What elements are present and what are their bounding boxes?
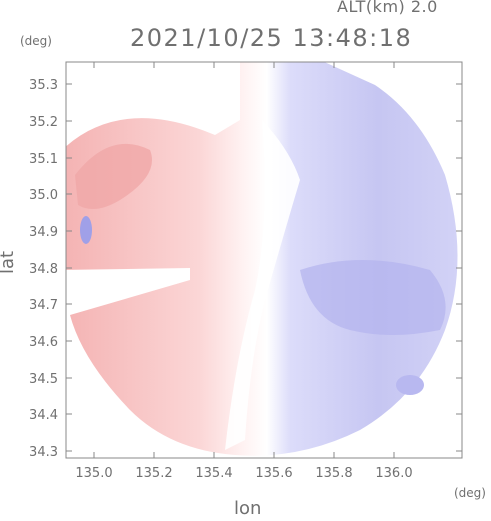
xtick-label: 135.8 <box>315 466 352 481</box>
ytick-label: 34.9 <box>29 225 58 240</box>
ytick-label: 35.2 <box>29 115 58 130</box>
ytick-label: 34.7 <box>29 298 58 313</box>
ytick-label: 34.5 <box>29 372 58 387</box>
xtick-label: 136.0 <box>375 466 412 481</box>
ytick-label: 35.0 <box>29 188 58 203</box>
x-axis-label: lon <box>234 498 262 519</box>
y-ticks: 35.3 35.2 35.1 35.0 34.9 34.8 34.7 34.6 … <box>29 78 462 460</box>
zero-velocity-band <box>225 120 300 450</box>
xtick-label: 135.4 <box>195 466 232 481</box>
blue-echo-spot <box>396 375 424 395</box>
ytick-label: 34.8 <box>29 262 58 277</box>
xtick-label: 135.6 <box>255 466 292 481</box>
ytick-label: 34.3 <box>29 445 58 460</box>
x-ticks: 135.0 135.2 135.4 135.6 135.8 136.0 <box>75 62 413 481</box>
ytick-label: 35.1 <box>29 152 58 167</box>
ytick-label: 34.4 <box>29 408 58 423</box>
radar-echo-area <box>66 62 458 456</box>
strong-away-patch <box>75 143 152 209</box>
y-unit-label: (deg) <box>20 34 52 48</box>
ytick-label: 35.3 <box>29 78 58 93</box>
xtick-label: 135.0 <box>75 466 112 481</box>
clutter-spot <box>80 216 92 244</box>
plot-frame <box>65 61 463 459</box>
strong-toward-patch <box>300 260 446 335</box>
radar-echo-layer <box>66 62 458 456</box>
xtick-label: 135.2 <box>135 466 172 481</box>
timestamp-title: 2021/10/25 13:48:18 <box>130 24 413 52</box>
altitude-label: ALT(km) 2.0 <box>337 0 438 16</box>
x-unit-label: (deg) <box>454 486 486 500</box>
ytick-label: 34.6 <box>29 335 58 350</box>
